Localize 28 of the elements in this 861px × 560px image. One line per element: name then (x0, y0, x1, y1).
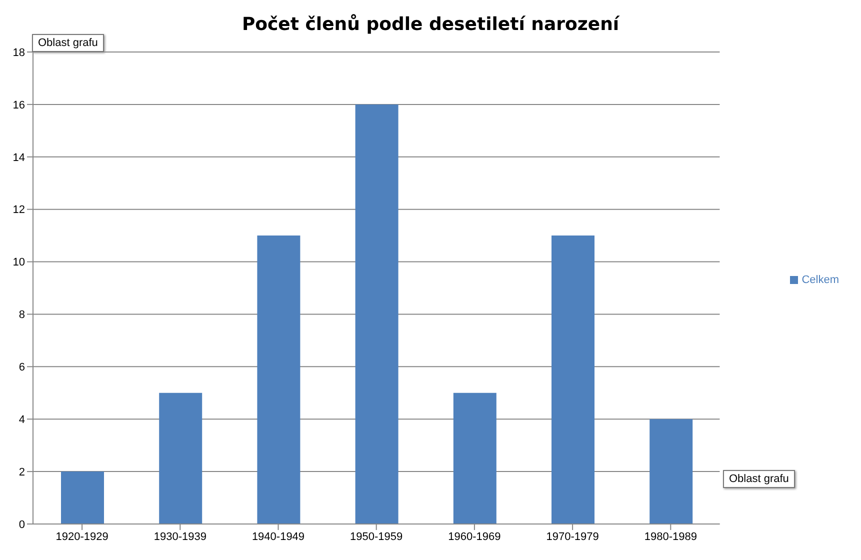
y-tick-label: 16 (12, 99, 25, 112)
y-tick-label: 14 (12, 152, 25, 164)
y-tick-label: 6 (18, 362, 25, 374)
text: Oblast grafu (32, 34, 104, 52)
bar (453, 392, 496, 524)
y-tick-label: 12 (12, 204, 25, 216)
y-tick-label: 2 (18, 466, 25, 478)
legend-label: Celkem (802, 274, 839, 286)
x-tick-label: 1940-1949 (252, 530, 305, 543)
y-tick-label: 10 (12, 256, 25, 269)
bar (552, 236, 594, 524)
x-tick-label: 1930-1939 (154, 530, 206, 543)
bar (355, 104, 398, 524)
chart-title: Počet členů podle desetiletí narození (240, 14, 621, 35)
bar (257, 236, 300, 524)
x-tick-label: 1950-1959 (350, 530, 403, 543)
y-tick-label: 18 (12, 46, 25, 59)
text: Oblast grafu (723, 470, 795, 488)
x-tick-label: 1960-1969 (448, 530, 501, 543)
bar (650, 419, 693, 524)
bar (159, 392, 202, 524)
y-tick-label: 4 (18, 414, 25, 426)
x-tick-label: 1970-1979 (546, 530, 599, 543)
y-tick-label: 0 (18, 518, 25, 531)
x-tick-label: 1980-1989 (644, 530, 697, 543)
x-tick-label: 1920-1929 (56, 530, 108, 543)
y-tick-label: 8 (18, 309, 25, 322)
bar (61, 472, 104, 524)
